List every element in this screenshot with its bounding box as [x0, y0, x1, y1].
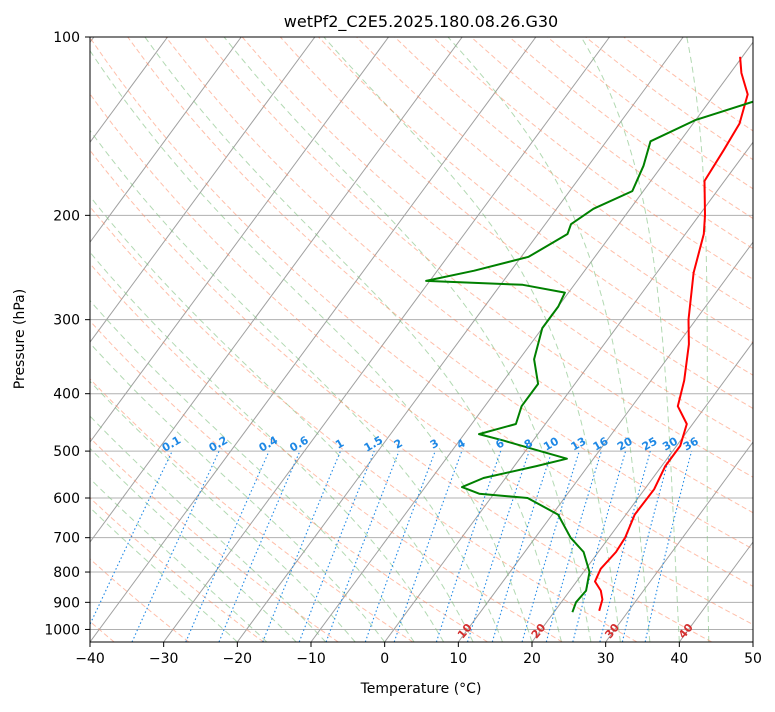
y-tick-label: 700 [53, 531, 80, 547]
y-tick-label: 600 [53, 491, 80, 507]
x-tick-label: 10 [449, 651, 467, 667]
x-tick-label: 20 [523, 651, 541, 667]
x-axis-label: Temperature (°C) [360, 681, 482, 697]
x-tick-label: 50 [744, 651, 762, 667]
y-tick-label: 500 [53, 444, 80, 460]
x-tick-label: 40 [670, 651, 688, 667]
x-tick-label: −10 [296, 651, 326, 667]
x-tick-label: 30 [597, 651, 615, 667]
x-tick-label: −20 [223, 651, 253, 667]
y-tick-label: 100 [53, 30, 80, 46]
y-tick-label: 900 [53, 595, 80, 611]
y-axis-label: Pressure (hPa) [12, 289, 28, 389]
x-tick-label: −30 [149, 651, 179, 667]
y-tick-label: 400 [53, 387, 80, 403]
y-tick-label: 300 [53, 313, 80, 329]
x-tick-label: 0 [380, 651, 389, 667]
x-tick-label: −40 [75, 651, 105, 667]
y-tick-label: 200 [53, 208, 80, 224]
chart-title: wetPf2_C2E5.2025.180.08.26.G30 [284, 12, 558, 32]
y-tick-label: 800 [53, 565, 80, 581]
y-tick-label: 1000 [44, 622, 80, 638]
